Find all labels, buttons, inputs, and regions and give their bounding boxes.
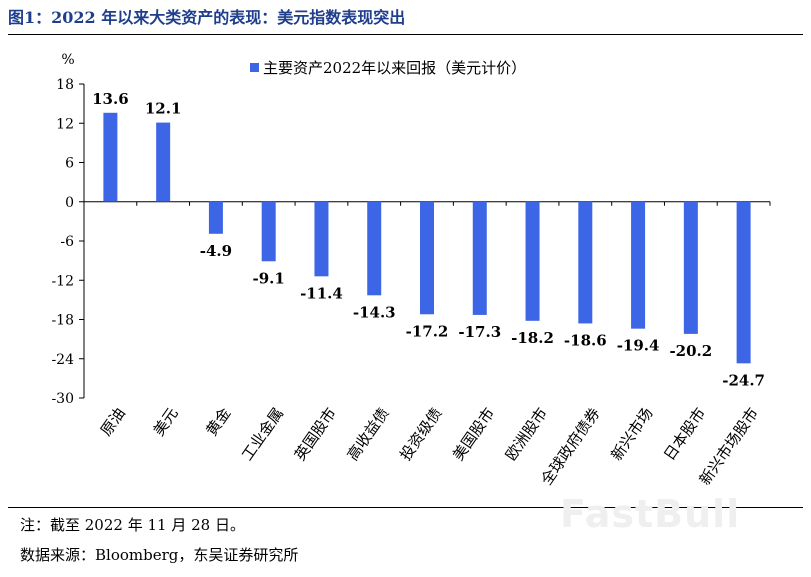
data-label: -14.3 (353, 303, 396, 321)
bar (683, 201, 698, 334)
legend-swatch (250, 63, 259, 72)
x-category-label: 投资级债 (396, 404, 445, 463)
bar (314, 201, 329, 277)
figure-title: 图1：2022 年以来大类资产的表现：美元指数表现突出 (8, 8, 406, 27)
bar (578, 201, 593, 324)
y-unit-label: % (61, 52, 74, 68)
data-label: -9.1 (253, 269, 285, 287)
footer-rule (8, 507, 803, 508)
x-category-label: 新兴市场 (607, 404, 656, 463)
bar (736, 201, 751, 364)
bar (420, 201, 434, 315)
x-category-label: 日本股市 (660, 404, 709, 463)
y-tick-label: 18 (56, 77, 74, 93)
data-source: 数据来源：Bloomberg，东吴证券研究所 (20, 546, 299, 564)
data-label: -11.4 (300, 284, 343, 302)
data-label: -24.7 (722, 371, 765, 389)
data-label: -19.4 (617, 337, 660, 355)
data-label: -18.6 (564, 331, 607, 349)
title-rule (8, 34, 803, 35)
data-label: 12.1 (145, 100, 182, 118)
y-tick-label: 12 (56, 116, 74, 132)
legend-label: 主要资产2022年以来回报（美元计价） (263, 59, 526, 77)
y-tick-label: -6 (60, 234, 74, 250)
x-category-label: 高收益债 (344, 404, 393, 463)
data-label: -4.9 (200, 242, 232, 260)
bar (472, 201, 487, 315)
data-label: -17.3 (458, 323, 501, 341)
bar-chart: 18 12 6 0 -6 -12 -18 -24 -30% 13.6 原油 12.1 美元 -4.9 黄金 -… (51, 52, 771, 488)
watermark-logo: FastBull (560, 492, 741, 536)
x-category-label: 欧洲股市 (502, 404, 551, 463)
y-tick-label: -18 (51, 313, 74, 329)
y-tick-label: -24 (51, 352, 74, 368)
bar (261, 201, 276, 262)
footnote: 注：截至 2022 年 11 月 28 日。 (20, 516, 245, 534)
data-label: 13.6 (92, 90, 129, 108)
x-category-label: 英国股市 (291, 404, 340, 463)
bar (525, 201, 540, 321)
data-label: -18.2 (511, 329, 554, 347)
x-category-label: 美国股市 (449, 404, 498, 463)
bar (631, 201, 646, 329)
x-category-label: 工业金属 (238, 404, 287, 463)
y-tick-label: 6 (65, 156, 74, 172)
y-tick-label: 0 (65, 195, 74, 211)
y-tick-label: -12 (51, 273, 74, 289)
x-category-label: 黄金 (202, 404, 234, 439)
bar (103, 112, 118, 202)
bar (367, 201, 382, 296)
data-label: -17.2 (406, 322, 449, 340)
x-category-label: 原油 (97, 404, 129, 439)
bar (208, 201, 223, 234)
y-tick-label: -30 (51, 391, 74, 407)
bar (156, 122, 171, 202)
x-category-label: 美元 (150, 404, 182, 439)
data-label: -20.2 (669, 342, 712, 360)
